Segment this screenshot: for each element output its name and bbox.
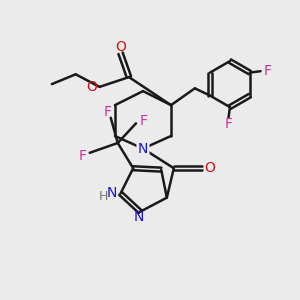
Text: F: F — [104, 105, 112, 118]
Text: O: O — [86, 80, 98, 94]
Text: F: F — [79, 148, 87, 163]
Text: N: N — [107, 187, 117, 200]
Text: N: N — [138, 142, 148, 156]
Text: F: F — [263, 64, 271, 78]
Text: O: O — [115, 40, 126, 54]
Text: H: H — [98, 190, 108, 203]
Text: N: N — [134, 210, 144, 224]
Text: F: F — [140, 114, 148, 128]
Text: O: O — [204, 161, 215, 175]
Text: F: F — [224, 118, 232, 131]
